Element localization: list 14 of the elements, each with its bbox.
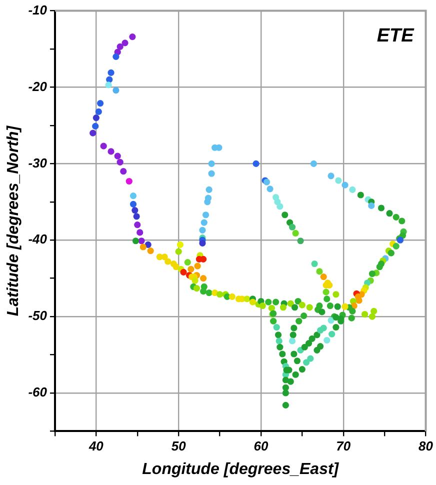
y-tick-label: -40 (28, 232, 48, 247)
y-tick-label: -50 (28, 308, 48, 324)
x-tick-label: 80 (418, 438, 434, 454)
x-tick-label: 50 (171, 438, 187, 454)
x-tick-label: 40 (88, 438, 104, 454)
x-tick-label: 60 (254, 438, 269, 454)
y-tick-label: -20 (28, 78, 48, 94)
y-tick-label: -60 (28, 384, 48, 400)
x-axis-title: Longitude [degrees_East] (142, 460, 340, 478)
text: ETE (376, 26, 416, 47)
x-tick-label: 70 (336, 438, 352, 454)
y-tick-label: -10 (28, 2, 48, 18)
y-tick-label: -30 (28, 155, 48, 170)
y-axis-title: Latitude [degrees_North] (5, 125, 22, 316)
